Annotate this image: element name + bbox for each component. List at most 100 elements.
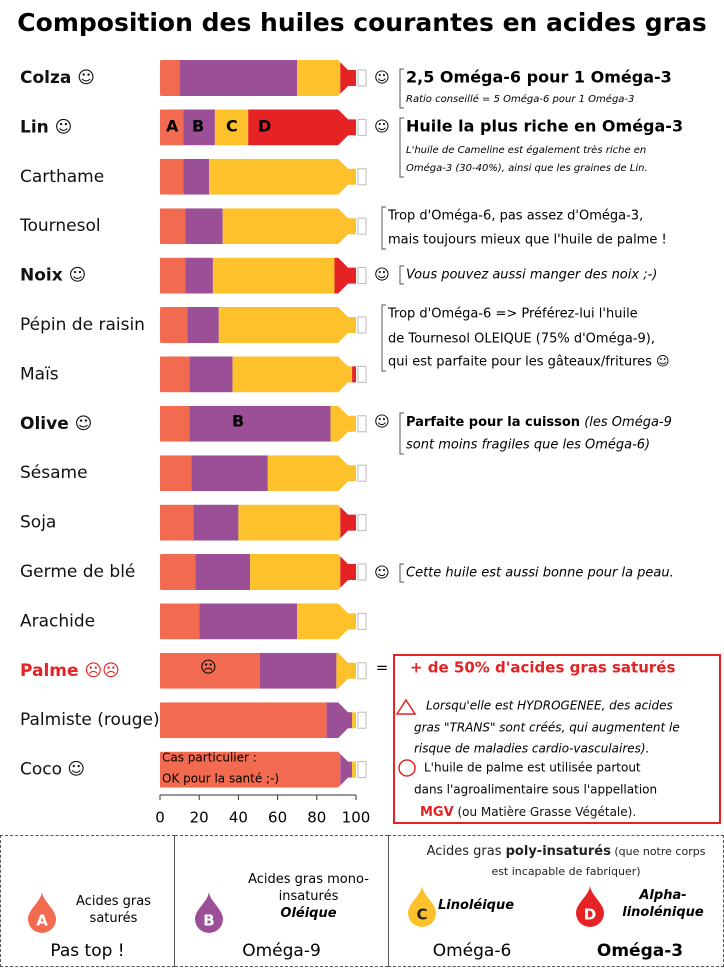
bottle-cap bbox=[358, 317, 366, 333]
annotation-line: Huile la plus riche en Oméga-3 bbox=[406, 117, 683, 136]
bottle-cap bbox=[358, 613, 366, 629]
bottle-cap bbox=[358, 416, 366, 432]
annotation-line: Trop d'Oméga-6 => Préférez-lui l'huile bbox=[387, 307, 638, 322]
bottle-cap bbox=[358, 169, 366, 185]
legend-label: Alpha-linolénique bbox=[622, 888, 703, 920]
bar-segment bbox=[160, 258, 185, 294]
bar-label: ☹ bbox=[200, 658, 217, 677]
bar-label: B bbox=[232, 412, 244, 431]
bottle bbox=[160, 653, 366, 689]
legend-letter: A bbox=[36, 912, 48, 930]
annotation-segment: MGV bbox=[420, 805, 454, 820]
bar-segment bbox=[340, 752, 352, 788]
legend-letter: D bbox=[584, 906, 596, 924]
chart: Composition des huiles courantes en acid… bbox=[0, 0, 724, 830]
bar-segment bbox=[268, 455, 356, 491]
bar-segment bbox=[340, 554, 356, 590]
bottle bbox=[160, 554, 366, 590]
annotation-marker: ☺ bbox=[374, 413, 390, 431]
bottle-cap bbox=[358, 564, 366, 580]
chart-title: Composition des huiles courantes en acid… bbox=[17, 8, 706, 37]
bottle-cap bbox=[358, 70, 366, 86]
bar-segment bbox=[352, 356, 356, 392]
category-label: Pépin de raisin bbox=[20, 315, 145, 335]
annotation-line: de Tournesol OLEIQUE (75% d'Oméga-9), bbox=[388, 332, 655, 347]
x-tick-label: 40 bbox=[229, 809, 248, 827]
bar-segment bbox=[327, 702, 352, 738]
annotation-line: Parfaite pour la cuisson (les Oméga-9 bbox=[406, 415, 672, 430]
annotation-line: qui est parfaite pour les gâteaux/fritur… bbox=[388, 355, 670, 370]
bar-segment bbox=[189, 356, 232, 392]
category-label: Lin ☺ bbox=[20, 117, 72, 137]
bottle-fill bbox=[160, 159, 356, 195]
legend-omega: Oméga-6 bbox=[388, 941, 556, 961]
bottle bbox=[160, 603, 366, 639]
annotation-line: Trop d'Oméga-6, pas assez d'Oméga-3, bbox=[387, 209, 643, 224]
x-tick-label: 60 bbox=[268, 809, 287, 827]
bar-segment bbox=[160, 554, 195, 590]
annotation-marker: ☺ bbox=[374, 564, 390, 582]
bar-segment bbox=[219, 307, 356, 343]
legend-item: A Acides gras saturés Pas top ! bbox=[0, 835, 175, 967]
legend-drop: C bbox=[402, 885, 442, 929]
bar-segment bbox=[250, 554, 340, 590]
legend-name: Linoléique bbox=[438, 897, 552, 914]
annotation-segment: (les Oméga-9 bbox=[580, 415, 672, 430]
bottle-cap bbox=[358, 663, 366, 679]
legend-omega: Pas top ! bbox=[0, 941, 175, 961]
bottle bbox=[160, 356, 366, 392]
x-tick-label: 0 bbox=[155, 809, 165, 827]
bar-segment bbox=[331, 406, 356, 442]
category-label: Maïs bbox=[20, 364, 59, 384]
annotation-line: 2,5 Oméga-6 pour 1 Oméga-3 bbox=[406, 68, 672, 87]
bracket bbox=[400, 118, 404, 177]
bar-label: Cas particulier : bbox=[162, 751, 257, 765]
bar-segment bbox=[195, 554, 250, 590]
legend-subname: Oléique bbox=[235, 905, 382, 922]
bar-segment bbox=[185, 208, 222, 244]
category-label: Germe de blé bbox=[20, 562, 135, 582]
x-tick-label: 80 bbox=[307, 809, 326, 827]
annotation-segment: Parfaite pour la cuisson bbox=[406, 415, 580, 430]
bottle bbox=[160, 307, 366, 343]
bar-segment bbox=[223, 208, 356, 244]
category-label: Palme ☹☹ bbox=[20, 661, 120, 681]
annotation-marker: ☺ bbox=[374, 118, 390, 136]
bottle-fill bbox=[160, 554, 356, 590]
bottle-cap bbox=[358, 712, 366, 728]
bar-label: C bbox=[226, 117, 238, 136]
annotation-line: Ratio conseillé = 5 Oméga-6 pour 1 Oméga… bbox=[406, 93, 634, 105]
bar-segment bbox=[160, 159, 184, 195]
bottle-fill bbox=[160, 653, 356, 689]
bar-segment bbox=[233, 356, 353, 392]
bar-segment bbox=[199, 603, 297, 639]
annotation-line: + de 50% d'acides gras saturés bbox=[410, 659, 675, 677]
annotation-line: dans l'agroalimentaire sous l'appellatio… bbox=[414, 783, 657, 797]
legend-label: Linoléique bbox=[438, 898, 514, 913]
legend-drop: A bbox=[22, 891, 62, 935]
bar-segment bbox=[187, 307, 218, 343]
bar-segment bbox=[160, 505, 193, 541]
bottle-cap bbox=[358, 119, 366, 135]
bracket bbox=[382, 305, 386, 371]
category-label: Carthame bbox=[20, 167, 104, 187]
bar-segment bbox=[160, 603, 199, 639]
x-tick-label: 100 bbox=[342, 809, 371, 827]
bottle-cap bbox=[358, 218, 366, 234]
category-label: Sésame bbox=[20, 463, 88, 483]
annotation-line: MGV (ou Matière Grasse Végétale). bbox=[420, 805, 636, 820]
legend-label: Acides gras mono-insaturés bbox=[248, 872, 369, 904]
bar-label: D bbox=[258, 117, 271, 136]
bottle-fill bbox=[160, 406, 356, 442]
bar-segment bbox=[160, 307, 187, 343]
bar-segment bbox=[160, 60, 180, 96]
bar-segment bbox=[160, 356, 189, 392]
legend-name: Acides gras saturés bbox=[58, 893, 169, 927]
legend-drop: D bbox=[570, 885, 610, 929]
bracket bbox=[382, 207, 386, 249]
annotation-line: L'huile de palme est utilisée partout bbox=[424, 761, 641, 775]
legend-omega: Oméga-3 bbox=[556, 941, 724, 961]
bottle-fill bbox=[160, 60, 356, 96]
